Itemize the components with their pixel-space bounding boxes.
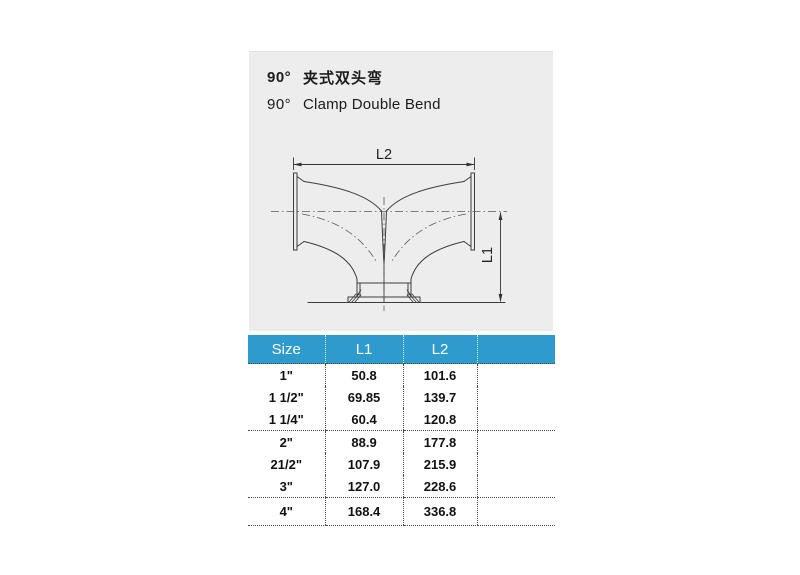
table-row: 1 1/4" 60.4 120.8 (248, 408, 555, 431)
table-row: 4" 168.4 336.8 (248, 497, 555, 526)
size-cell: 3" (248, 475, 326, 498)
column-header-l2: L2 (402, 335, 477, 364)
table-row: 1" 50.8 101.6 (248, 363, 555, 386)
product-card: 90° 夹式双头弯 90° Clamp Double Bend (249, 51, 553, 331)
l2-dimension-label: L2 (376, 147, 392, 163)
title-en-text: Clamp Double Bend (303, 96, 441, 113)
l2-cell: 228.6 (402, 475, 477, 498)
table-row: 21/2" 107.9 215.9 (248, 453, 555, 475)
table-row: 1 1/2" 69.85 139.7 (248, 386, 555, 408)
empty-cell (476, 475, 555, 498)
column-header-size: Size (248, 335, 326, 364)
l1-cell: 107.9 (324, 453, 404, 475)
l1-cell: 69.85 (324, 386, 404, 408)
size-table: Size L1 L2 1" 50.8 101.6 1 1/2" 69.85 13… (248, 335, 555, 526)
empty-cell (476, 386, 555, 408)
size-cell: 1 1/2" (268, 389, 304, 405)
l1-dimension (498, 212, 503, 302)
product-title-block: 90° 夹式双头弯 90° Clamp Double Bend (267, 64, 441, 118)
l2-cell: 120.8 (402, 408, 477, 431)
product-title-zh: 90° 夹式双头弯 (267, 64, 441, 91)
table-row: 3" 127.0 228.6 (248, 475, 555, 498)
l1-cell: 88.9 (324, 430, 404, 453)
l1-dimension-label: L1 (480, 247, 496, 263)
size-cell: 2" (279, 434, 293, 450)
size-cell: 1" (279, 367, 293, 383)
empty-cell (476, 363, 555, 386)
l2-cell: 101.6 (402, 363, 477, 386)
size-cell: 21/2" (270, 456, 302, 472)
empty-cell (476, 453, 555, 475)
fitting-outline (293, 172, 506, 304)
product-title-en: 90° Clamp Double Bend (267, 91, 441, 118)
centerlines (271, 197, 507, 311)
l2-cell: 177.8 (402, 430, 477, 453)
empty-cell (476, 430, 555, 453)
l1-cell: 50.8 (324, 363, 404, 386)
size-cell: 4" (248, 497, 326, 526)
empty-cell (476, 408, 555, 431)
l1-cell: 168.4 (324, 497, 404, 526)
l2-cell: 139.7 (402, 386, 477, 408)
l1-cell: 60.4 (324, 408, 404, 431)
l2-cell: 215.9 (402, 453, 477, 475)
size-cell: 1 1/4" (248, 408, 326, 431)
angle-label: 90° (267, 96, 292, 113)
empty-cell (476, 497, 555, 526)
column-header-empty (476, 335, 555, 364)
angle-label: 90° (267, 69, 292, 86)
l2-dimension (293, 157, 475, 170)
title-zh-text: 夹式双头弯 (303, 70, 384, 87)
column-header-l1: L1 (324, 335, 404, 364)
l1-cell: 127.0 (324, 475, 404, 498)
table-row: 2" 88.9 177.8 (248, 430, 555, 453)
l2-cell: 336.8 (402, 497, 477, 526)
table-header-row: Size L1 L2 (248, 335, 555, 364)
